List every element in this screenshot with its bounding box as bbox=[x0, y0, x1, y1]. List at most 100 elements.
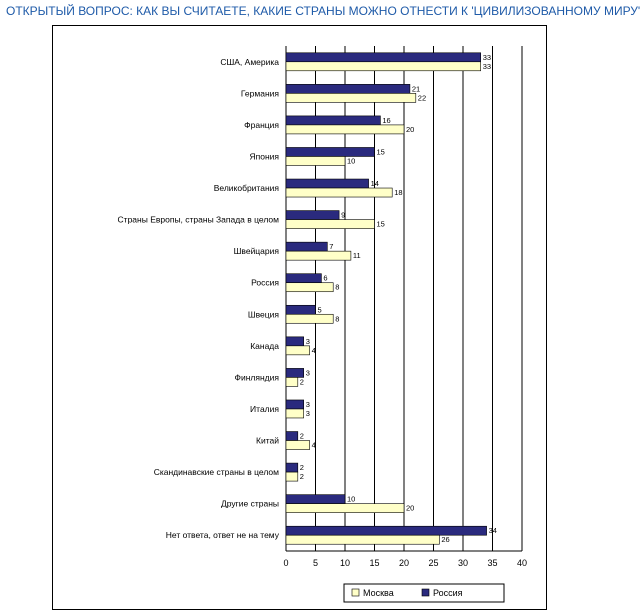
x-tick-label: 35 bbox=[487, 558, 497, 568]
bar-moscow bbox=[285, 250, 352, 261]
bar-russia bbox=[285, 462, 299, 473]
bar-moscow bbox=[285, 282, 334, 293]
bar-russia bbox=[285, 368, 305, 378]
data-label-moscow: 20 bbox=[406, 125, 414, 134]
bar-russia bbox=[285, 399, 305, 410]
data-label-russia: 3 bbox=[306, 368, 310, 377]
category-label: Швеция bbox=[248, 309, 280, 319]
data-label-moscow: 11 bbox=[353, 251, 361, 260]
category-label: Франция bbox=[244, 120, 279, 130]
category-label: Другие страны bbox=[221, 499, 279, 509]
category-label: Нет ответа, ответ не на тему bbox=[166, 530, 280, 540]
category-label: Великобритания bbox=[214, 183, 280, 193]
legend-swatch bbox=[351, 588, 360, 597]
data-label-russia: 33 bbox=[483, 53, 491, 62]
data-label-russia: 9 bbox=[341, 211, 345, 220]
bar-moscow bbox=[285, 503, 405, 513]
x-tick-label: 25 bbox=[428, 558, 438, 568]
bar-russia bbox=[285, 525, 487, 536]
data-label-russia: 2 bbox=[300, 432, 304, 441]
bar-russia bbox=[285, 84, 411, 94]
bar-russia bbox=[285, 494, 346, 504]
data-label-russia: 3 bbox=[306, 337, 310, 346]
bar-moscow bbox=[285, 471, 299, 482]
data-label-russia: 7 bbox=[329, 242, 333, 251]
bar-russia bbox=[285, 336, 305, 347]
legend-label: Россия bbox=[433, 588, 463, 598]
bar-moscow bbox=[285, 534, 440, 545]
data-label-moscow: 26 bbox=[441, 535, 449, 544]
page-title: ОТКРЫТЫЙ ВОПРОС: КАК ВЫ СЧИТАЕТЕ, КАКИЕ … bbox=[6, 4, 640, 18]
x-tick-label: 40 bbox=[517, 558, 527, 568]
data-label-russia: 21 bbox=[412, 84, 420, 93]
bar-russia bbox=[285, 210, 340, 220]
bars: 3333212216201510141891571168583432332422… bbox=[285, 52, 497, 545]
bar-moscow bbox=[285, 377, 299, 387]
bar-moscow bbox=[285, 124, 405, 135]
bar-russia bbox=[285, 273, 322, 284]
bar-moscow bbox=[285, 408, 305, 419]
data-label-moscow: 10 bbox=[347, 156, 355, 165]
bar-russia bbox=[285, 178, 369, 189]
data-label-moscow: 33 bbox=[483, 62, 491, 71]
bar-moscow bbox=[285, 61, 481, 72]
x-tick-label: 20 bbox=[399, 558, 409, 568]
x-tick-label: 5 bbox=[313, 558, 318, 568]
data-label-moscow: 4 bbox=[312, 346, 316, 355]
bar-russia bbox=[285, 115, 381, 126]
data-label-russia: 2 bbox=[300, 463, 304, 472]
data-label-russia: 5 bbox=[318, 305, 322, 314]
category-label: Германия bbox=[241, 88, 280, 98]
data-label-moscow: 18 bbox=[394, 188, 402, 197]
data-label-moscow: 3 bbox=[306, 409, 310, 418]
category-labels: США, Америка Германия Франция Япония Великоб… bbox=[118, 57, 280, 540]
chart-frame: 33 33 21 22 16 20 15 10 14 18 9 15 7 11 6 8 5 8 3 4 3 2 3 3 2 4 2 2… bbox=[52, 25, 547, 610]
data-label-moscow: 2 bbox=[300, 472, 304, 481]
bar-russia bbox=[285, 431, 299, 441]
data-label-moscow: 2 bbox=[300, 377, 304, 386]
category-label: Канада bbox=[250, 341, 279, 351]
legend: Москва Россия bbox=[343, 583, 505, 603]
data-label-moscow: 22 bbox=[418, 93, 426, 102]
category-label: США, Америка bbox=[220, 57, 279, 67]
bar-moscow bbox=[285, 313, 334, 324]
category-label: Япония bbox=[249, 151, 279, 161]
bar-moscow bbox=[285, 345, 310, 356]
category-label: Швейцария bbox=[234, 246, 280, 256]
category-label: Страны Европы, страны Запада в целом bbox=[118, 215, 280, 225]
data-label-russia: 15 bbox=[377, 147, 385, 156]
legend-swatch bbox=[421, 588, 430, 597]
bar-russia bbox=[285, 52, 481, 63]
data-label-moscow: 15 bbox=[377, 220, 385, 229]
data-label-moscow: 4 bbox=[312, 441, 316, 450]
x-tick-label: 15 bbox=[369, 558, 379, 568]
data-label-moscow: 8 bbox=[335, 314, 339, 323]
data-label-moscow: 20 bbox=[406, 504, 414, 513]
bar-moscow bbox=[285, 440, 310, 450]
x-tick-label: 30 bbox=[458, 558, 468, 568]
category-label: Россия bbox=[251, 278, 279, 288]
x-axis-ticks: 0 5 10 15 20 25 30 35 40 bbox=[283, 558, 527, 568]
bar-moscow bbox=[285, 156, 346, 166]
bar-russia bbox=[285, 241, 328, 252]
bar-chart: 3333212216201510141891571168583432332422… bbox=[118, 46, 527, 603]
data-label-russia: 6 bbox=[323, 274, 327, 283]
legend-label: Москва bbox=[363, 588, 394, 598]
category-label: Китай bbox=[256, 436, 279, 446]
category-label: Италия bbox=[250, 404, 279, 414]
data-label-russia: 34 bbox=[489, 526, 497, 535]
data-label-russia: 16 bbox=[382, 116, 390, 125]
category-label: Скандинавские страны в целом bbox=[154, 467, 279, 477]
x-tick-label: 0 bbox=[283, 558, 288, 568]
bar-moscow bbox=[285, 93, 417, 103]
bar-moscow bbox=[285, 219, 375, 229]
category-label: Финляндия bbox=[235, 372, 280, 382]
bar-russia bbox=[285, 147, 375, 157]
data-label-russia: 14 bbox=[371, 179, 379, 188]
x-tick-label: 10 bbox=[340, 558, 350, 568]
bar-moscow bbox=[285, 187, 393, 198]
data-label-moscow: 8 bbox=[335, 283, 339, 292]
data-label-russia: 3 bbox=[306, 400, 310, 409]
bar-russia bbox=[285, 304, 316, 315]
data-label-russia: 10 bbox=[347, 495, 355, 504]
